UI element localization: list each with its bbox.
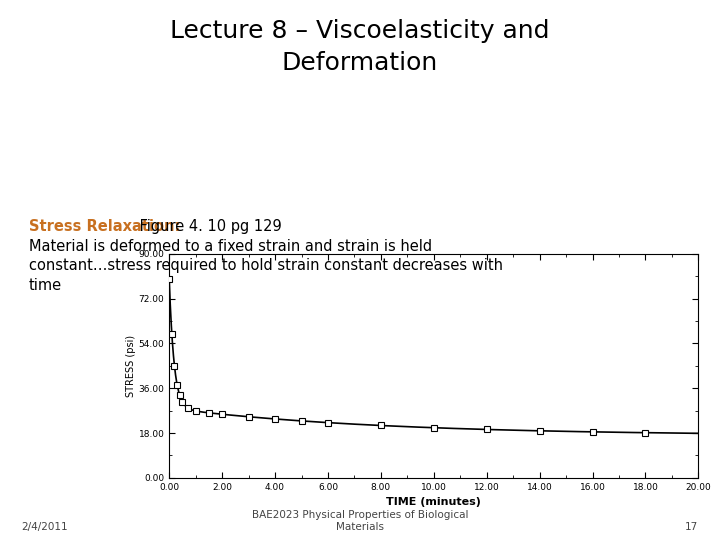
Text: Stress Relaxation:: Stress Relaxation: <box>29 219 180 234</box>
Text: time: time <box>29 278 62 293</box>
X-axis label: TIME (minutes): TIME (minutes) <box>387 497 481 507</box>
Text: 2/4/2011: 2/4/2011 <box>22 522 68 532</box>
Text: Figure 4. 10 pg 129: Figure 4. 10 pg 129 <box>135 219 282 234</box>
Text: constant…stress required to hold strain constant decreases with: constant…stress required to hold strain … <box>29 258 503 273</box>
Text: Material is deformed to a fixed strain and strain is held: Material is deformed to a fixed strain a… <box>29 239 432 254</box>
Y-axis label: STRESS (psi): STRESS (psi) <box>126 335 135 397</box>
Text: BAE2023 Physical Properties of Biological
Materials: BAE2023 Physical Properties of Biologica… <box>252 510 468 532</box>
Text: Lecture 8 – Viscoelasticity and
Deformation: Lecture 8 – Viscoelasticity and Deformat… <box>170 19 550 75</box>
Text: 17: 17 <box>685 522 698 532</box>
